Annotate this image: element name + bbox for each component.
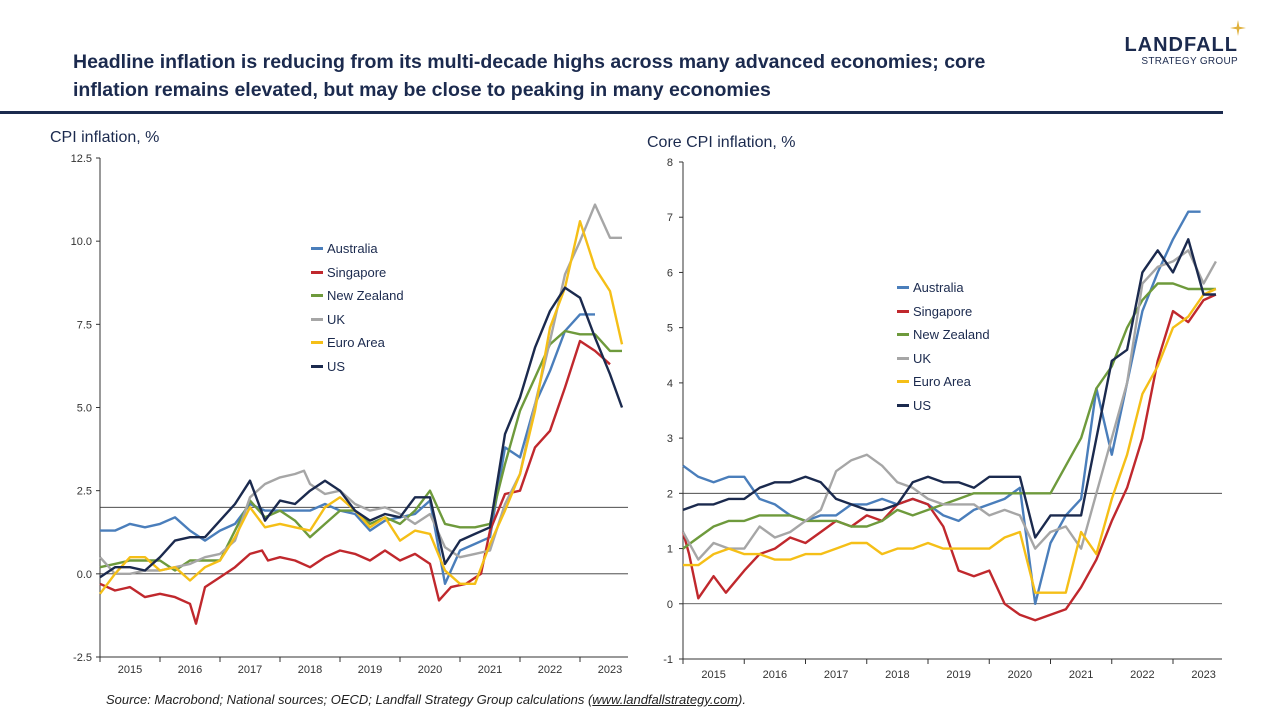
legend-label: US [913,397,932,413]
legend-label: New Zealand [327,288,404,304]
legend-swatch [311,317,323,321]
legend-label: Singapore [327,264,387,280]
cpi-y-tick-label: 12.5 [71,153,92,165]
core-y-tick-label: 0 [667,599,673,611]
logo-name: LANDFALL [1124,34,1238,56]
legend-swatch [311,294,323,298]
core-x-tick-label: 2019 [946,669,970,681]
legend-label: Euro Area [913,374,971,390]
core-line-australia [682,210,1201,605]
legend-swatch [897,403,909,407]
core-y-tick-label: 5 [667,323,673,335]
core-cpi-inflation-chart: Core CPI inflation, % -1 0 1 2 3 4 5 6 7 8 2015 2016… [647,134,1222,681]
legend-item-uk: UK [311,308,404,332]
legend-swatch [897,356,909,360]
legend-swatch [311,270,323,274]
cpi-inflation-chart: CPI inflation, % -2.5 0.0 2.5 5.0 7.5 10.0 12.5… [50,129,628,676]
core-x-tick-label: 2021 [1069,669,1093,681]
cpi-line-us [99,286,624,579]
core-line-uk [681,249,1217,561]
source-end: ). [738,692,746,707]
source-text: Source: Macrobond; National sources; OEC… [106,692,593,707]
core-line-us [682,238,1216,539]
legend-label: Australia [913,280,964,296]
headline-line-1: Headline inflation is reducing from its … [73,51,986,73]
core-x-tick-label: 2018 [885,669,909,681]
source-link[interactable]: www.landfallstrategy.com [592,692,739,707]
core-x-tick-label: 2015 [701,669,725,681]
legend-swatch [897,286,909,290]
cpi-x-tick-label: 2021 [478,664,502,676]
legend-swatch [897,333,909,337]
cpi-x-tick-label: 2022 [538,664,562,676]
legend-item-new-zealand: New Zealand [311,284,404,308]
core-chart-title: Core CPI inflation, % [647,134,796,151]
legend-label: UK [913,350,932,366]
star-icon [1230,20,1246,36]
cpi-line-australia [100,313,595,585]
cpi-y-tick-label: 5.0 [77,403,92,415]
legend-item-uk: UK [897,347,990,371]
legend-item-singapore: Singapore [897,300,990,324]
cpi-chart-legend: Australia Singapore New Zealand UK Euro Area… [311,237,404,378]
legend-swatch [897,380,909,384]
core-y-tick-label: 8 [667,157,673,169]
cpi-y-tick-label: 0.0 [77,569,92,581]
cpi-y-tick-label: 10.0 [71,236,92,248]
cpi-y-tick-label: 2.5 [77,486,92,498]
legend-swatch [311,364,323,368]
cpi-chart-title: CPI inflation, % [50,129,159,146]
legend-item-singapore: Singapore [311,261,404,285]
legend-item-australia: Australia [897,276,990,300]
legend-label: Australia [327,241,378,257]
headline-line-2: inflation remains elevated, but may be c… [73,79,771,101]
core-x-tick-label: 2016 [763,669,787,681]
landfall-logo: LANDFALL STRATEGY GROUP [1108,20,1246,68]
header-divider [0,111,1223,114]
headline: Headline inflation is reducing from its … [73,48,1093,104]
core-x-tick-label: 2017 [824,669,848,681]
cpi-y-tick-label: -2.5 [73,652,92,664]
cpi-x-tick-label: 2020 [418,664,442,676]
core-line-euro-area [683,287,1217,594]
core-y-tick-label: 4 [667,378,673,390]
source-note: Source: Macrobond; National sources; OEC… [106,692,746,707]
core-x-tick-label: 2020 [1008,669,1032,681]
legend-item-euro-area: Euro Area [897,370,990,394]
legend-item-new-zealand: New Zealand [897,323,990,347]
core-y-tick-label: 7 [667,212,673,224]
legend-swatch [311,247,323,251]
cpi-line-singapore [99,339,611,625]
core-line-new-zealand [682,282,1216,550]
core-y-tick-label: 2 [667,488,673,500]
legend-item-australia: Australia [311,237,404,261]
cpi-x-tick-label: 2019 [358,664,382,676]
core-y-tick-label: 6 [667,267,673,279]
logo-subtitle: STRATEGY GROUP [1141,56,1238,67]
legend-swatch [897,309,909,313]
legend-label: US [327,358,346,374]
legend-label: Euro Area [327,335,385,351]
cpi-y-tick-label: 7.5 [77,319,92,331]
cpi-x-tick-label: 2015 [118,664,142,676]
core-y-tick-label: 1 [667,544,673,556]
legend-label: Singapore [913,303,973,319]
core-cpi-chart-legend: Australia Singapore New Zealand UK Euro Area… [897,276,990,417]
legend-label: New Zealand [913,327,990,343]
core-y-tick-label: 3 [667,433,673,445]
core-x-tick-label: 2022 [1130,669,1154,681]
cpi-x-tick-label: 2023 [598,664,622,676]
legend-item-us: US [897,394,990,418]
legend-item-euro-area: Euro Area [311,331,404,355]
core-x-tick-label: 2023 [1191,669,1215,681]
legend-swatch [311,341,323,345]
cpi-line-euro-area [99,219,624,595]
legend-label: UK [327,311,346,327]
cpi-x-tick-label: 2016 [178,664,202,676]
legend-item-us: US [311,355,404,379]
core-y-tick-label: -1 [663,654,673,666]
cpi-x-tick-label: 2018 [298,664,322,676]
cpi-x-tick-label: 2017 [238,664,262,676]
